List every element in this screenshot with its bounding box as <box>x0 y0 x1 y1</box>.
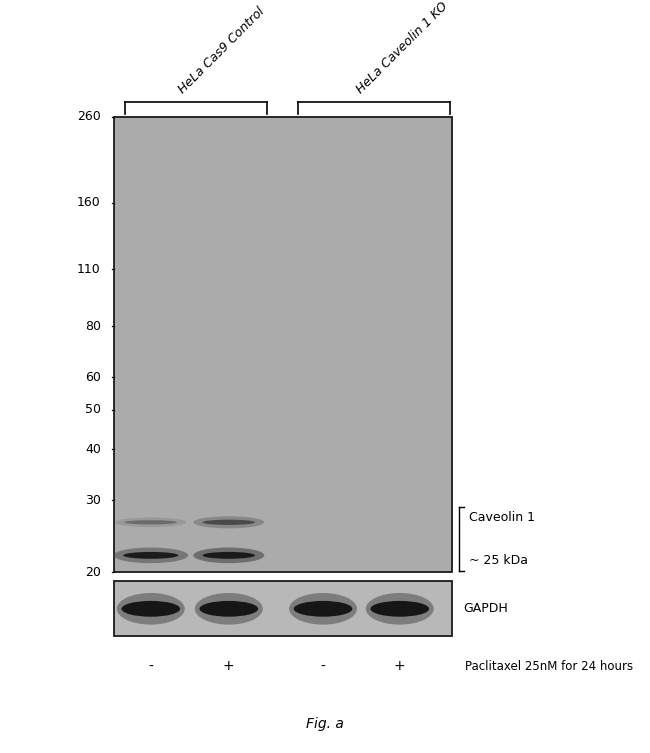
Text: GAPDH: GAPDH <box>463 602 508 615</box>
Ellipse shape <box>115 517 187 527</box>
Ellipse shape <box>125 520 177 524</box>
Text: 50: 50 <box>84 403 101 416</box>
Ellipse shape <box>195 593 263 625</box>
Ellipse shape <box>366 593 434 625</box>
Text: 160: 160 <box>77 197 101 209</box>
FancyBboxPatch shape <box>114 581 452 636</box>
Ellipse shape <box>193 547 265 563</box>
Ellipse shape <box>294 601 352 617</box>
Text: 60: 60 <box>85 370 101 384</box>
Text: HeLa Caveolin 1 KO: HeLa Caveolin 1 KO <box>354 0 450 96</box>
Text: -: - <box>148 660 153 673</box>
Text: +: + <box>394 660 406 673</box>
Text: HeLa Cas9 Control: HeLa Cas9 Control <box>176 5 267 96</box>
FancyBboxPatch shape <box>114 117 452 572</box>
Text: ~ 25 kDa: ~ 25 kDa <box>469 554 528 568</box>
Text: Paclitaxel 25nM for 24 hours: Paclitaxel 25nM for 24 hours <box>465 660 633 673</box>
Ellipse shape <box>203 552 255 559</box>
Ellipse shape <box>203 520 255 525</box>
Ellipse shape <box>289 593 357 625</box>
Ellipse shape <box>117 593 185 625</box>
Text: Fig. a: Fig. a <box>306 718 344 731</box>
Text: +: + <box>223 660 235 673</box>
Text: 20: 20 <box>85 566 101 579</box>
Text: -: - <box>320 660 326 673</box>
Ellipse shape <box>200 601 258 617</box>
Ellipse shape <box>122 601 180 617</box>
Ellipse shape <box>193 517 265 529</box>
Ellipse shape <box>124 552 178 559</box>
Text: Caveolin 1: Caveolin 1 <box>469 511 535 524</box>
Text: 30: 30 <box>85 494 101 507</box>
Text: 40: 40 <box>85 443 101 456</box>
Text: 260: 260 <box>77 110 101 123</box>
Text: 110: 110 <box>77 263 101 276</box>
Text: 80: 80 <box>84 319 101 333</box>
Ellipse shape <box>370 601 429 617</box>
Ellipse shape <box>114 547 188 563</box>
